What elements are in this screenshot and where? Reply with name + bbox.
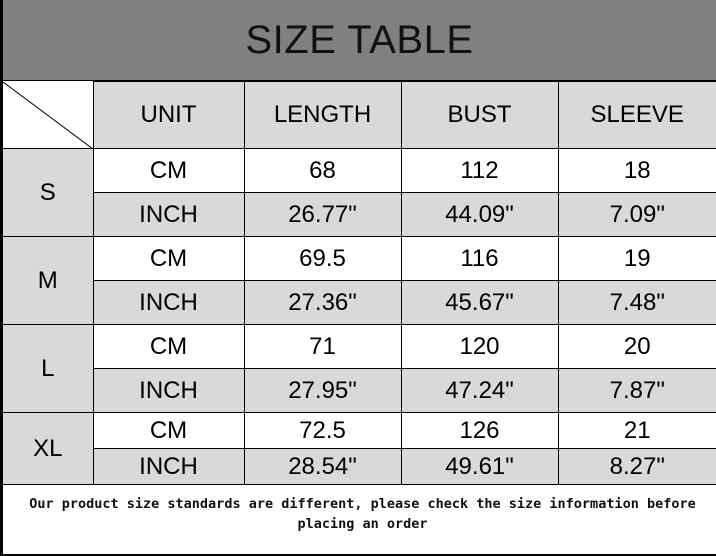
cell-bust: 45.67" — [400, 280, 559, 325]
cell-bust: 126 — [400, 412, 559, 449]
cell-length: 27.95" — [243, 368, 402, 413]
header-row: UNIT LENGTH BUST SLEEVE — [3, 81, 716, 149]
table-row: M CM 69.5 116 19 — [3, 236, 716, 325]
cell-length: 26.77" — [243, 192, 402, 237]
cell-unit: INCH — [93, 280, 245, 325]
header-sleeve: SLEEVE — [557, 81, 716, 149]
cell-unit: CM — [92, 324, 245, 369]
cell-sleeve: 18 — [557, 148, 716, 193]
cell-length: 68 — [243, 148, 402, 193]
table-row: INCH 26.77" 44.09" 7.09" — [3, 192, 716, 237]
size-label: M — [3, 236, 94, 325]
cell-length: 69.5 — [243, 236, 402, 281]
cell-unit: INCH — [93, 192, 245, 237]
cell-bust: 49.61" — [400, 448, 559, 485]
table-row: L CM 71 120 20 — [3, 324, 716, 413]
table-row: INCH 27.95" 47.24" 7.87" — [3, 368, 716, 413]
page-title: SIZE TABLE — [3, 0, 716, 81]
cell-bust: 47.24" — [400, 368, 559, 413]
cell-sleeve: 21 — [557, 412, 716, 449]
table-row: XL CM 72.5 126 21 — [3, 412, 716, 485]
cell-bust: 116 — [400, 236, 559, 281]
size-label: S — [3, 148, 94, 237]
cell-unit: INCH — [93, 448, 245, 485]
cell-length: 72.5 — [243, 412, 402, 449]
cell-unit: INCH — [93, 368, 245, 413]
cell-bust: 120 — [400, 324, 559, 369]
table-row: INCH 27.36" 45.67" 7.48" — [3, 280, 716, 325]
size-label: XL — [3, 412, 94, 485]
cell-unit: CM — [92, 236, 245, 281]
cell-sleeve: 7.09" — [557, 192, 716, 237]
cell-bust: 44.09" — [400, 192, 559, 237]
cell-sleeve: 19 — [557, 236, 716, 281]
cell-length: 27.36" — [243, 280, 402, 325]
cell-bust: 112 — [400, 148, 559, 193]
cell-unit: CM — [92, 412, 245, 449]
size-note: Our product size standards are different… — [6, 484, 716, 554]
diagonal-corner-cell — [3, 81, 94, 149]
cell-length: 71 — [243, 324, 402, 369]
cell-sleeve: 8.27" — [557, 448, 716, 485]
header-unit: UNIT — [92, 81, 245, 149]
cell-sleeve: 20 — [557, 324, 716, 369]
header-bust: BUST — [400, 81, 559, 149]
table-row: INCH 28.54" 49.61" 8.27" — [3, 448, 716, 485]
table-row: S CM 68 112 18 — [3, 148, 716, 237]
cell-unit: CM — [92, 148, 245, 193]
cell-sleeve: 7.48" — [557, 280, 716, 325]
size-table: UNIT LENGTH BUST SLEEVE S CM 68 112 18 INCH 26… — [3, 81, 716, 485]
cell-sleeve: 7.87" — [557, 368, 716, 413]
cell-length: 28.54" — [243, 448, 402, 485]
size-label: L — [3, 324, 94, 413]
header-length: LENGTH — [243, 81, 402, 149]
